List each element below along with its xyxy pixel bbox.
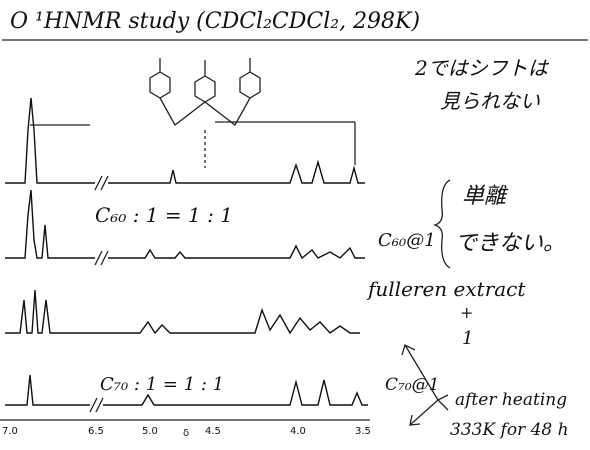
note: できない。 bbox=[455, 231, 565, 256]
note: C₆₀ : 1 = 1 : 1 bbox=[95, 203, 233, 227]
note: 2ではシフトは bbox=[414, 56, 550, 80]
note: + bbox=[460, 303, 473, 322]
axis-label: 4.5 bbox=[205, 426, 221, 437]
axis-label: 5.0 bbox=[142, 426, 158, 437]
note: C₇₀@1 bbox=[385, 375, 439, 395]
note: 1 bbox=[462, 328, 473, 349]
note: after heating bbox=[455, 390, 567, 410]
note: 単離 bbox=[462, 184, 509, 209]
title: O ¹HNMR study (CDCl₂CDCl₂, 298K) bbox=[10, 9, 420, 34]
axis-label: 3.5 bbox=[355, 426, 371, 437]
note: C₇₀ : 1 = 1 : 1 bbox=[100, 374, 224, 395]
axis-label: 4.0 bbox=[290, 426, 306, 437]
note: C₆₀@1 bbox=[378, 230, 436, 251]
axis-label: 6.5 bbox=[88, 426, 104, 437]
axis-label: δ bbox=[183, 428, 189, 439]
axis-label: 7.0 bbox=[2, 426, 18, 437]
note: fulleren extract bbox=[366, 277, 526, 301]
note: 333K for 48 h bbox=[450, 420, 569, 440]
note: 見られない bbox=[440, 89, 540, 113]
note-page: O ¹HNMR study (CDCl₂CDCl₂, 298K) 7.0 6.5… bbox=[0, 0, 590, 450]
